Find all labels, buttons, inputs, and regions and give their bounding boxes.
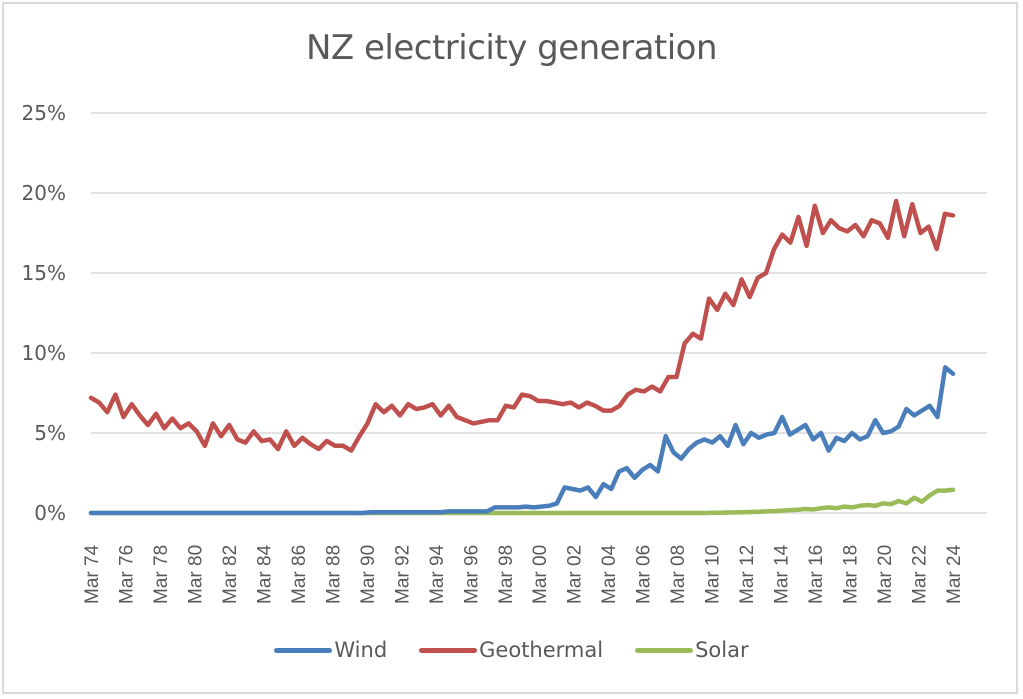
x-tick-label: Mar 12 bbox=[737, 545, 758, 604]
x-tick-label: Mar 14 bbox=[772, 544, 793, 604]
legend: Wind Geothermal Solar bbox=[0, 638, 1023, 662]
y-axis-ticks: 0% 5% 10% 15% 20% 25% bbox=[22, 101, 66, 525]
x-tick-label: Mar 94 bbox=[427, 544, 448, 604]
x-tick-label: Mar 10 bbox=[703, 545, 724, 604]
x-tick-label: Mar 74 bbox=[82, 544, 103, 604]
series-line-solar bbox=[88, 487, 956, 516]
y-tick-label: 20% bbox=[22, 181, 66, 205]
series-line-geothermal bbox=[88, 198, 956, 453]
legend-label-geothermal: Geothermal bbox=[479, 638, 604, 662]
x-tick-label: Mar 88 bbox=[323, 545, 344, 604]
x-tick-label: Mar 84 bbox=[254, 544, 275, 604]
y-tick-label: 25% bbox=[22, 101, 66, 125]
series-line-wind bbox=[88, 365, 956, 516]
x-tick-label: Mar 20 bbox=[875, 545, 896, 604]
x-tick-label: Mar 22 bbox=[910, 545, 931, 604]
chart-title: NZ electricity generation bbox=[305, 28, 718, 68]
x-tick-label: Mar 78 bbox=[151, 545, 172, 604]
legend-label-wind: Wind bbox=[334, 638, 388, 662]
y-tick-label: 0% bbox=[34, 501, 66, 525]
x-tick-label: Mar 96 bbox=[461, 545, 482, 604]
x-tick-label: Mar 86 bbox=[289, 545, 310, 604]
y-tick-label: 10% bbox=[22, 341, 66, 365]
x-tick-label: Mar 00 bbox=[530, 545, 551, 604]
x-tick-label: Mar 82 bbox=[220, 545, 241, 604]
legend-item-geothermal: Geothermal bbox=[419, 638, 603, 662]
gridlines bbox=[91, 112, 987, 514]
legend-swatch-geothermal bbox=[419, 647, 478, 653]
legend-label-solar: Solar bbox=[695, 638, 749, 662]
x-tick-label: Mar 80 bbox=[185, 545, 206, 604]
x-tick-label: Mar 04 bbox=[599, 544, 620, 604]
legend-item-wind: Wind bbox=[274, 638, 387, 662]
y-tick-label: 15% bbox=[22, 261, 66, 285]
y-tick-label: 5% bbox=[34, 421, 66, 445]
series-lines bbox=[88, 198, 956, 516]
legend-swatch-wind bbox=[274, 647, 333, 653]
x-axis-ticks: Mar 74 Mar 76 Mar 78 Mar 80 Mar 82 Mar 84 Mar … bbox=[82, 544, 965, 604]
x-tick-label: Mar 24 bbox=[944, 544, 965, 604]
x-tick-label: Mar 18 bbox=[841, 545, 862, 604]
legend-swatch-solar bbox=[635, 647, 694, 653]
x-tick-label: Mar 16 bbox=[806, 545, 827, 604]
x-tick-label: Mar 08 bbox=[668, 545, 689, 604]
legend-item-solar: Solar bbox=[635, 638, 749, 662]
x-tick-label: Mar 76 bbox=[116, 545, 137, 604]
x-tick-label: Mar 06 bbox=[634, 545, 655, 604]
x-tick-label: Mar 02 bbox=[565, 545, 586, 604]
x-tick-label: Mar 98 bbox=[496, 545, 517, 604]
x-tick-label: Mar 90 bbox=[358, 545, 379, 604]
x-tick-label: Mar 92 bbox=[392, 545, 413, 604]
